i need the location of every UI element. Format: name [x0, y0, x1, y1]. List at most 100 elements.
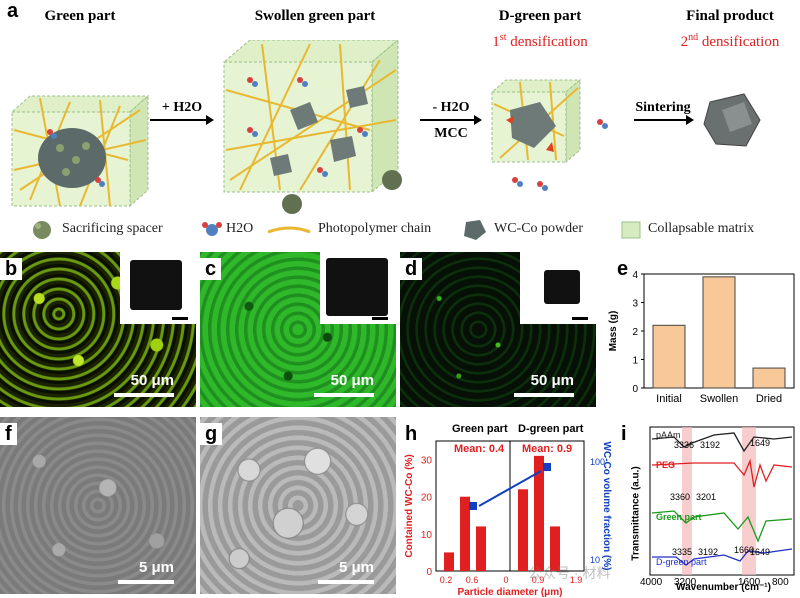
- legend-wc-co-powder: WC-Co powder: [494, 221, 584, 236]
- panel-d-inset: [520, 252, 596, 324]
- h-ylabel: Contained WC-Co (%): [404, 454, 415, 557]
- legend-collapsable-matrix: Collapsable matrix: [648, 221, 755, 236]
- h-bar: [550, 526, 560, 571]
- ftir-xtick-4000: 4000: [640, 577, 663, 588]
- ftir-curve-paam: [651, 432, 793, 453]
- h-bar: [460, 496, 470, 571]
- panel-c-inset: [320, 252, 396, 324]
- panel-c-scale-label: 50 μm: [330, 372, 374, 389]
- panel-b-scale-bar: [114, 393, 174, 397]
- panel-c-label: c: [200, 258, 222, 280]
- mass-bar: [652, 324, 686, 389]
- h-bar: [444, 552, 454, 571]
- ftir-curve-d-green-part: [652, 548, 793, 566]
- h-xtick-label: 1.9: [570, 575, 583, 585]
- panel-f-label: f: [0, 423, 17, 445]
- ftir-name-d-green-part: D-green part: [656, 557, 707, 567]
- panel-f-scale-bar: [118, 580, 174, 584]
- green-part-cube: [10, 94, 150, 208]
- legend-photopolymer-chain: Photopolymer chain: [318, 221, 432, 236]
- ftir-curve-green-part: [651, 510, 793, 543]
- mass-ytick-label: 4: [632, 270, 638, 281]
- h-y2tick-label: 100: [590, 457, 605, 467]
- mass-ytick-label: 3: [632, 299, 638, 310]
- panel-h-label: h: [400, 423, 423, 445]
- arrow-label-mcc: MCC: [434, 126, 468, 141]
- ftir-xlabel: Wavenumber (cm⁻¹): [676, 582, 771, 593]
- ftir-curve-peg: [651, 458, 793, 488]
- ftir-peak-1649b: 1649: [750, 547, 771, 557]
- h-xtick-label: 0.2: [440, 575, 453, 585]
- h-right-mean: Mean: 0.9: [522, 443, 573, 455]
- ftir-name-peg: PEG: [656, 460, 676, 470]
- stage-title-green-part: Green part: [44, 8, 116, 24]
- h-right-title: D-green part: [518, 423, 584, 435]
- panel-i-label: i: [616, 423, 632, 445]
- mass-category-label: Dried: [756, 393, 782, 405]
- ftir-ylabel: Transmittance (a.u.): [630, 466, 642, 561]
- panel-d-scale-label: 50 μm: [530, 372, 574, 389]
- ftir-xtick-3200: 3200: [674, 577, 697, 588]
- panel-e-label: e: [612, 258, 634, 280]
- arrow-label-remove-water: - H2O: [432, 100, 470, 115]
- panel-d-scale-bar: [514, 393, 574, 397]
- h-bar: [476, 526, 486, 571]
- caption-first-densification: 1st densification: [492, 32, 588, 50]
- panel-b-label: b: [0, 258, 23, 280]
- h-ytick-label: 10: [421, 530, 433, 541]
- panel-a-label: a: [2, 0, 24, 22]
- h-xtick-label: 0.9: [532, 575, 545, 585]
- caption-second-densification: 2nd densification: [680, 32, 780, 50]
- panel-d-label: d: [400, 258, 423, 280]
- ftir-xtick-1600: 1600: [738, 577, 761, 588]
- ftir-peak-3360: 3360: [670, 492, 691, 502]
- h-volume-marker: [543, 463, 551, 471]
- ftir-peak-1649a: 1649: [750, 438, 771, 448]
- h-volume-trend-arrow: [478, 470, 542, 507]
- mass-bar-chart: 0 1 2 3 4 Mass (g) Initial Swollen Dried: [608, 270, 795, 405]
- legend-h2o: H2O: [226, 221, 254, 236]
- panel-f-sem: 5 μm: [0, 417, 196, 594]
- watermark: 公众号 · 材料: [528, 565, 611, 581]
- final-product: [703, 93, 761, 147]
- panel-d-micrograph: 50 μm: [400, 252, 596, 407]
- h-ytick-label: 20: [421, 493, 433, 504]
- ftir-peak-3335: 3335: [672, 547, 693, 557]
- h-bar: [534, 455, 544, 571]
- panel-g-scale-bar: [318, 580, 374, 584]
- ftir-highlight-nh: [682, 427, 692, 575]
- ftir-name-paam: pAAm: [656, 430, 681, 440]
- h-volume-marker: [469, 502, 477, 510]
- ftir-spectra-chart: [649, 426, 795, 576]
- panel-f-scale-label: 5 μm: [138, 559, 174, 576]
- ftir-peak-3192b: 3192: [698, 547, 719, 557]
- ftir-peak-1660: 1660: [734, 545, 755, 555]
- h-xtick-label: 0: [503, 575, 508, 585]
- mass-bar: [752, 367, 786, 389]
- swollen-part-cube: [222, 40, 402, 214]
- ftir-peak-3336: 3336: [674, 440, 695, 450]
- ftir-peak-3201: 3201: [696, 492, 717, 502]
- mass-category-label: Initial: [656, 393, 682, 405]
- process-schematic: [10, 40, 761, 214]
- powder-icon: [464, 220, 486, 240]
- mass-category-label: Swollen: [700, 393, 739, 405]
- panel-c-micrograph: 50 μm: [200, 252, 396, 407]
- h-left-title: Green part: [452, 423, 508, 435]
- matrix-icon: [621, 221, 641, 239]
- ftir-xtick-800: 800: [772, 577, 789, 588]
- schematic-legend-icons: [33, 220, 641, 240]
- h-xlabel: Particle diameter (μm): [457, 587, 562, 598]
- h-y2tick-label: 10: [590, 555, 600, 565]
- mass-ytick-label: 1: [632, 356, 638, 367]
- d-green-part-cube: [490, 78, 608, 191]
- stage-title-swollen: Swollen green part: [254, 8, 376, 24]
- h-y2label: WC-Co volume fraction (%): [601, 442, 612, 571]
- polymer-chain-icon: [267, 226, 311, 234]
- spacer-icon: [33, 221, 51, 239]
- ftir-axes-frame: [649, 426, 795, 576]
- h-left-mean: Mean: 0.4: [454, 443, 505, 455]
- mass-ylabel: Mass (g): [608, 311, 619, 352]
- panel-g-scale-label: 5 μm: [338, 559, 374, 576]
- panel-g-label: g: [200, 423, 223, 445]
